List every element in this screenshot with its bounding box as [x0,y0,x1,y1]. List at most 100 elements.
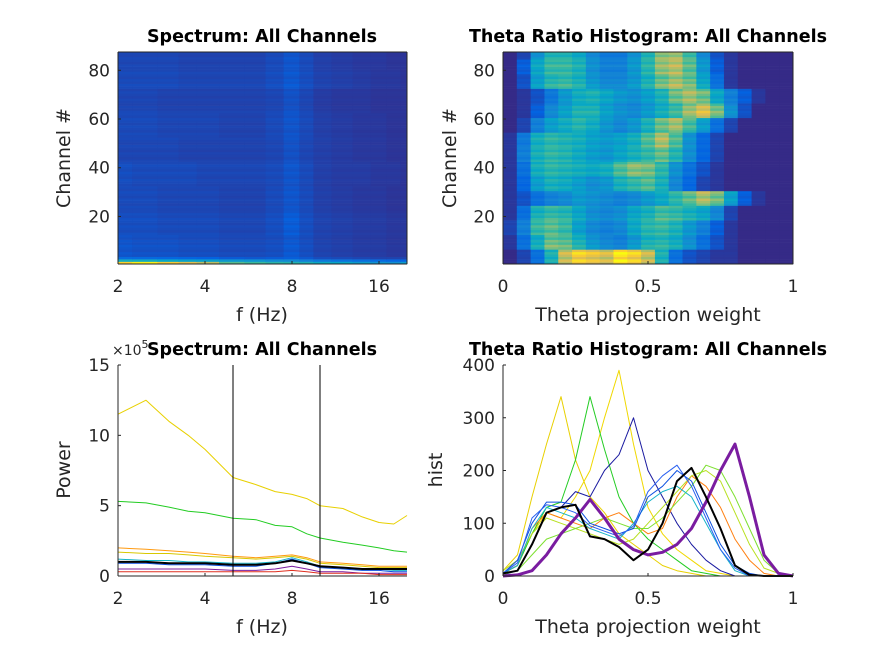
heatmap-cell [265,73,285,77]
heatmap-cell [265,225,285,228]
heatmap-cell [400,105,408,109]
heatmap-cell [737,176,753,180]
heatmap-cell [530,215,545,219]
heatmap-cell [299,173,314,177]
heatmap-cell [641,176,656,180]
heatmap-cell [283,210,300,214]
heatmap-cell [627,117,642,121]
heatmap-cell [283,242,300,245]
heatmap-cell [132,251,158,255]
heatmap-cell [400,73,408,77]
heatmap-cell [627,234,642,238]
heatmap-cell [696,244,711,248]
heatmap-cell [370,137,387,141]
heatmap-cell [299,142,314,145]
heatmap-cell [265,122,285,126]
heatmap-cell [779,195,794,199]
heatmap-cell [370,83,387,87]
heatmap-cell [118,88,133,92]
heatmap-cell [751,244,766,248]
heatmap-cell [157,246,180,250]
heatmap-cell [599,186,614,189]
heatmap-cell [265,139,285,143]
heatmap-cell [299,212,314,216]
heatmap-cell [668,259,684,262]
heatmap-cell [737,115,753,119]
heatmap-cell [219,117,245,121]
heatmap-cell [641,142,656,145]
heatmap-cell [696,61,711,65]
heatmap-cell [572,176,587,180]
heatmap-cell [331,88,354,92]
heatmap-cell [352,120,372,123]
heatmap-cell [572,149,587,153]
heatmap-cell [530,222,545,226]
heatmap-cell [599,129,614,133]
heatmap-cell [219,127,245,131]
heatmap-cell [386,183,401,187]
heatmap-cell [132,59,158,63]
heatmap-cell [765,100,780,104]
heatmap-cell [331,105,354,109]
heatmap-cell [751,168,766,172]
y-tick-label: 400 [463,356,495,376]
heatmap-cell [516,159,532,162]
heatmap-cell [132,215,158,219]
heatmap-cell [613,115,628,119]
heatmap-cell [558,52,573,55]
heatmap-cell [299,93,314,97]
heatmap-cell [723,254,739,257]
heatmap-cell [544,173,559,177]
heatmap-cell [370,168,387,172]
heatmap-cell [516,256,532,260]
heatmap-cell [503,137,518,141]
heatmap-cell [313,112,332,116]
heatmap-cell [196,239,220,243]
heatmap-cell [157,256,180,260]
heatmap-cell [283,229,300,233]
title-spectrum-lines: Spectrum: All Channels [147,340,377,360]
heatmap-cell [765,103,780,106]
heatmap-cell [585,154,601,158]
heatmap-cell [386,207,401,211]
heatmap-cell [682,112,697,116]
heatmap-cell [283,156,300,160]
heatmap-cell [751,237,766,240]
heatmap-cell [668,95,684,99]
heatmap-cell [779,229,794,233]
heatmap-cell [765,242,780,245]
heatmap-cell [544,186,559,189]
heatmap-cell [118,178,133,182]
heatmap-cell [585,190,601,194]
heatmap-cell [503,237,518,240]
heatmap-cell [132,256,158,260]
heatmap-cell [299,168,314,172]
heatmap-cell [530,86,545,89]
heatmap-cell [219,225,245,228]
heatmap-cell [627,222,642,226]
heatmap-cell [219,151,245,155]
heatmap-cell [503,183,518,187]
heatmap-cell [751,251,766,255]
heatmap-cell [503,254,518,257]
heatmap-cell [352,105,372,109]
heatmap-cell [178,178,198,182]
heatmap-cell [178,254,198,257]
heatmap-cell [544,181,559,184]
heatmap-cell [765,176,780,180]
heatmap-cell [118,161,133,165]
heatmap-cell [265,203,285,206]
heatmap-cell [654,161,670,165]
heatmap-cell [370,203,387,206]
heatmap-cell [723,83,739,87]
heatmap-cell [682,259,697,262]
heatmap-cell [613,200,628,204]
heatmap-cell [696,251,711,255]
heatmap-cell [737,171,753,175]
heatmap-cell [737,117,753,121]
heatmap-cell [585,88,601,92]
heatmap-cell [313,108,332,111]
heatmap-cell [572,205,587,209]
heatmap-cell [283,81,300,84]
heatmap-cell [599,242,614,245]
